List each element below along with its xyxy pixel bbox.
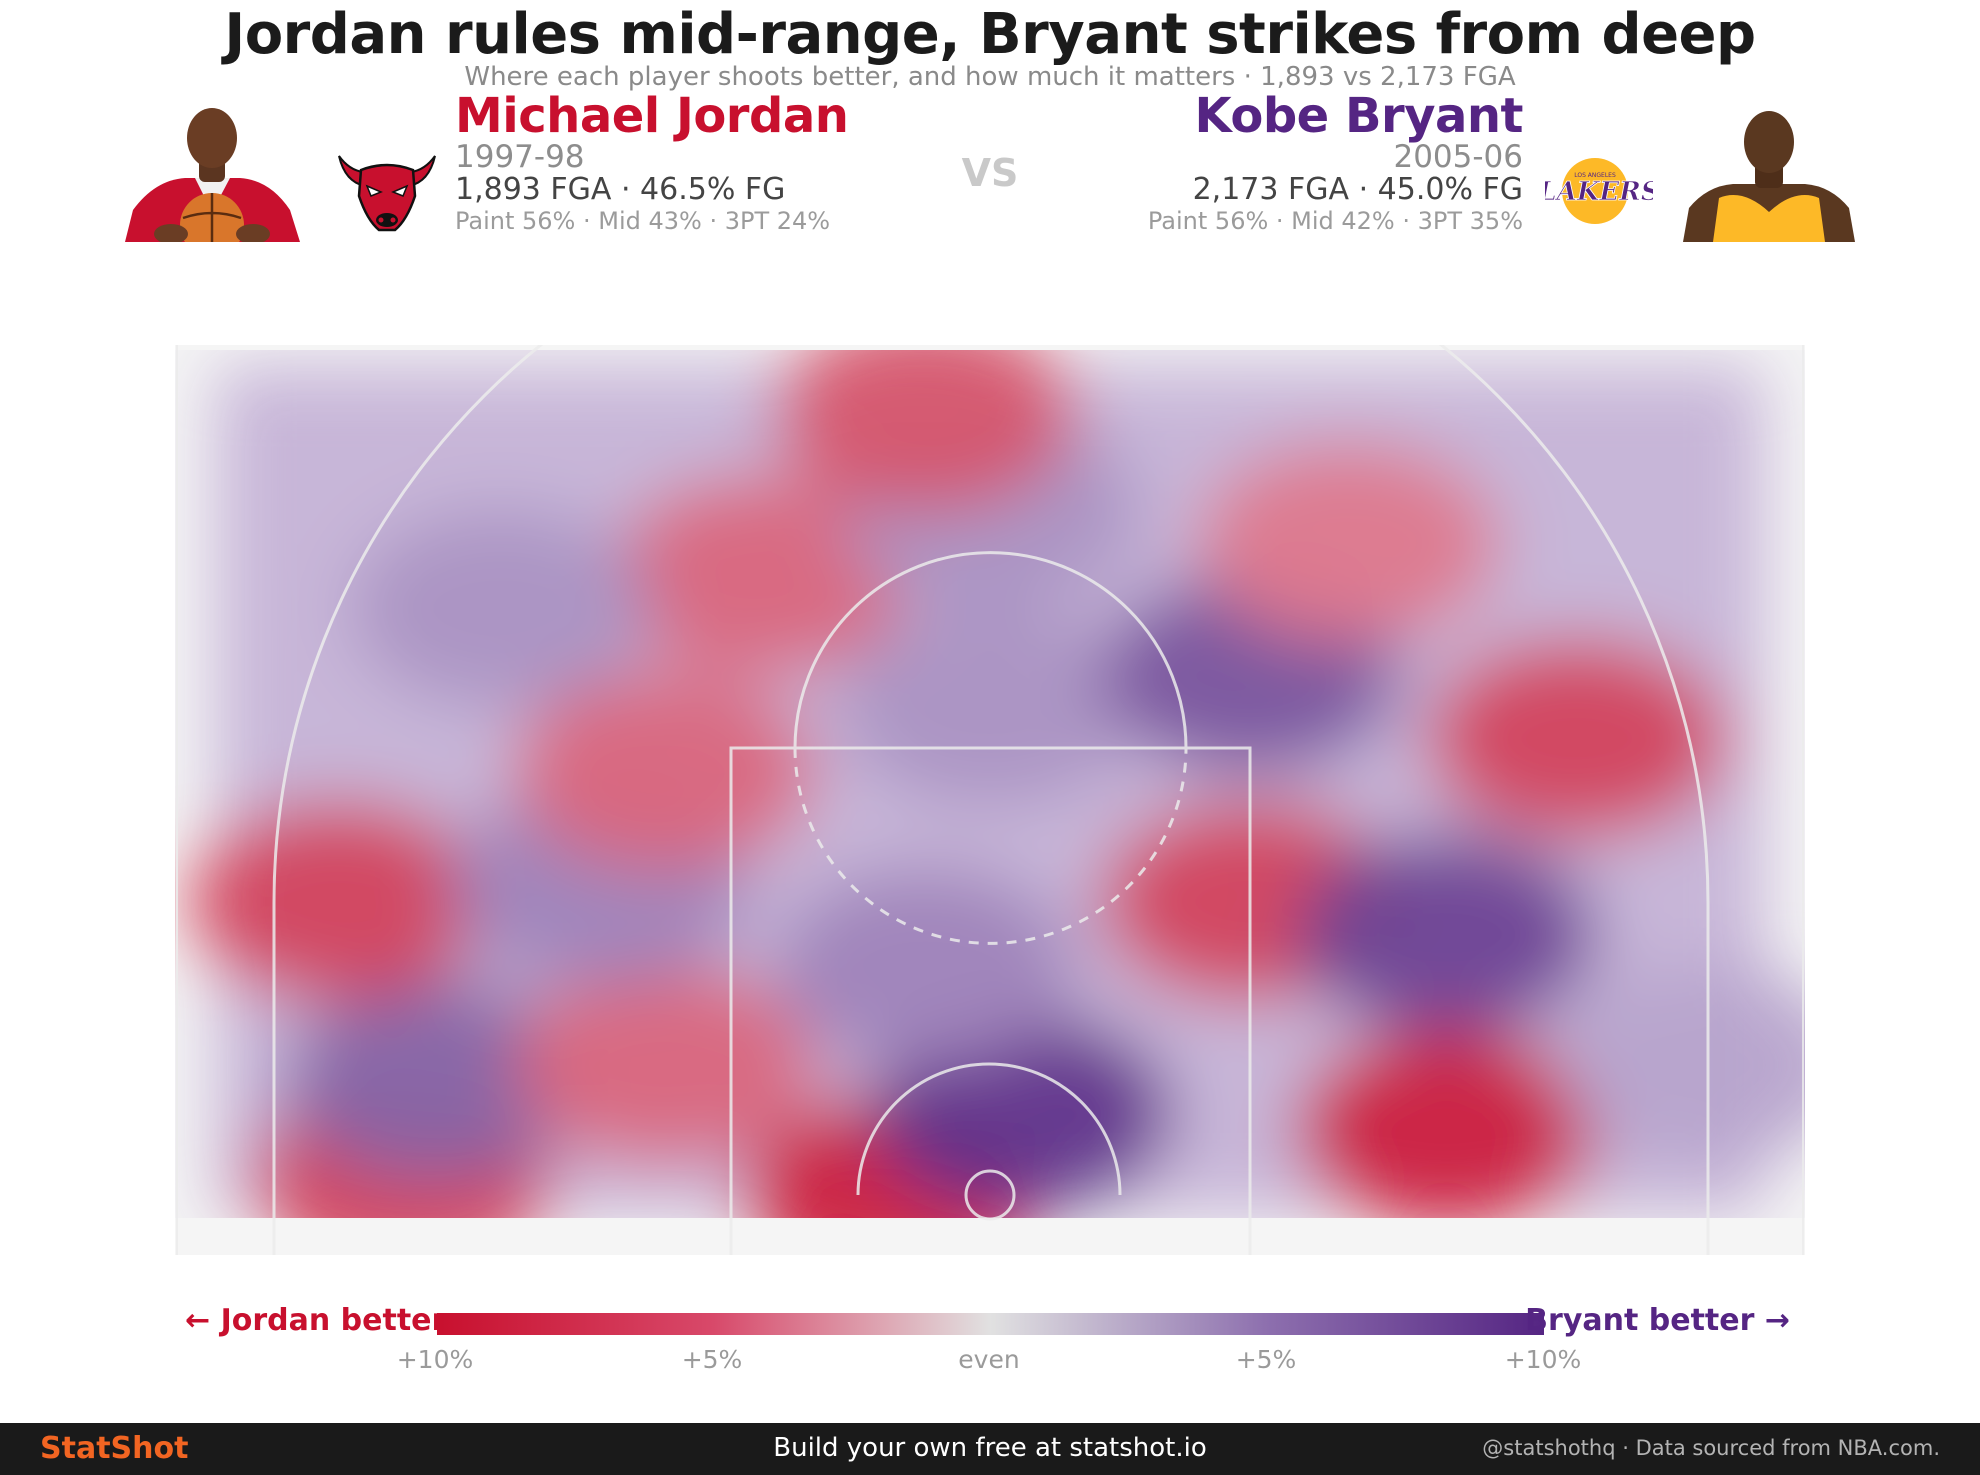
heat-zone-20 bbox=[774, 350, 1075, 513]
legend-tick-right-10: +10% bbox=[1504, 1345, 1582, 1374]
chicago-bulls-logo-icon bbox=[338, 155, 436, 232]
restricted-area-arc bbox=[856, 1062, 1122, 1196]
svg-text:LOS ANGELES: LOS ANGELES bbox=[1574, 172, 1616, 179]
heat-zone-11 bbox=[1557, 964, 1805, 1165]
kobe-name: Kobe Bryant bbox=[1194, 88, 1523, 144]
legend-bryant-better: Bryant better → bbox=[1525, 1303, 1790, 1338]
kobe-zones: Paint 56% · Mid 42% · 3PT 35% bbox=[1147, 207, 1523, 235]
paint-lane bbox=[729, 746, 1252, 1255]
svg-text:LAKERS: LAKERS bbox=[1545, 177, 1653, 207]
footer-cta[interactable]: Build your own free at statshot.io bbox=[773, 1433, 1207, 1463]
heat-zone-18 bbox=[351, 508, 651, 709]
heat-zone-4 bbox=[514, 964, 814, 1165]
kobe-bryant-photo bbox=[1683, 100, 1855, 242]
jordan-info: Michael Jordan 1997-98 1,893 FGA · 46.5%… bbox=[455, 88, 849, 235]
footer-bar bbox=[0, 1423, 1980, 1475]
court-heatmap bbox=[175, 345, 1805, 1255]
michael-jordan-photo bbox=[125, 100, 300, 242]
kobe-fga: 2,173 FGA · 45.0% FG bbox=[1192, 172, 1523, 207]
kobe-info: Kobe Bryant 2005-06 2,173 FGA · 45.0% FG… bbox=[1147, 88, 1524, 235]
jordan-zones: Paint 56% · Mid 43% · 3PT 24% bbox=[455, 207, 831, 235]
heatmap-layer bbox=[188, 350, 1805, 1218]
heat-zone-14 bbox=[840, 606, 1140, 806]
vs-label: VS bbox=[961, 151, 1019, 195]
legend-tick-even: even bbox=[958, 1345, 1020, 1374]
heat-zone-3 bbox=[285, 980, 586, 1181]
jordan-name: Michael Jordan bbox=[455, 88, 849, 144]
chart-subtitle: Where each player shoots better, and how… bbox=[464, 62, 1516, 92]
heat-zone-7 bbox=[774, 866, 1075, 1067]
heat-zone-12 bbox=[1426, 638, 1727, 839]
heat-zone-10 bbox=[1296, 1029, 1597, 1218]
heat-zone-13 bbox=[514, 671, 814, 872]
free-throw-circle-bottom bbox=[793, 747, 1188, 945]
three-point-line bbox=[272, 345, 1710, 1255]
heat-zone-9 bbox=[1296, 834, 1597, 1035]
los-angeles-lakers-logo-icon: LAKERS LOS ANGELES bbox=[1545, 158, 1653, 224]
kobe-season: 2005-06 bbox=[1393, 139, 1523, 175]
chart-title: Jordan rules mid-range, Bryant strikes f… bbox=[224, 2, 1756, 67]
legend-color-bar bbox=[437, 1313, 1544, 1335]
footer-brand[interactable]: StatShot bbox=[40, 1431, 189, 1466]
footer-credit: @statshothq · Data sourced from NBA.com. bbox=[1482, 1436, 1940, 1460]
court-lines bbox=[176, 345, 1804, 1255]
legend-jordan-better: ← Jordan better bbox=[185, 1303, 447, 1338]
heat-zone-19 bbox=[1198, 443, 1499, 643]
rim bbox=[964, 1169, 1016, 1221]
legend-tick-left-5: +5% bbox=[681, 1345, 743, 1374]
legend-tick-right-5: +5% bbox=[1235, 1345, 1297, 1374]
jordan-season: 1997-98 bbox=[455, 139, 585, 175]
free-throw-circle-top bbox=[793, 551, 1188, 749]
legend-tick-left-10: +10% bbox=[396, 1345, 474, 1374]
heat-zone-5 bbox=[188, 801, 488, 1002]
jordan-fga: 1,893 FGA · 46.5% FG bbox=[455, 172, 786, 207]
